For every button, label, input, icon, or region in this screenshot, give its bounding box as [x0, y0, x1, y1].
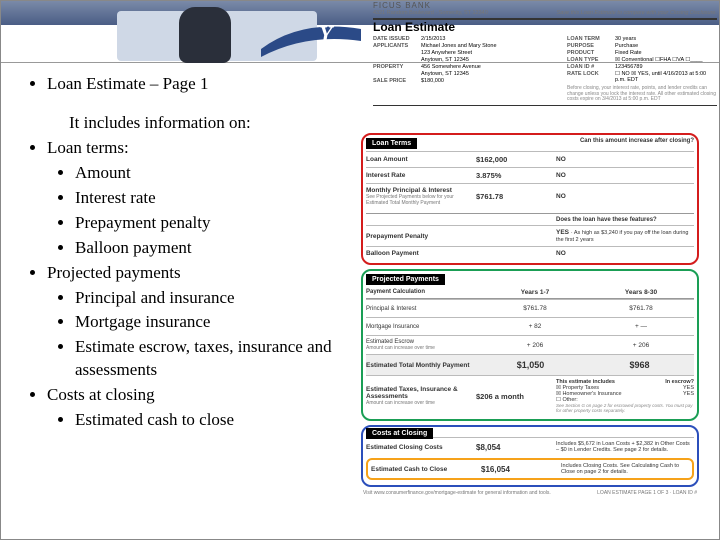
meta-row: DATE ISSUED2/15/2013 — [373, 36, 557, 42]
meta-row: LOAN TERM30 years — [567, 36, 717, 42]
projected-row: Mortgage Insurance+ 82+ — — [366, 317, 694, 335]
intro-line: It includes information on: — [25, 112, 361, 135]
list-item: Projected paymentsPrincipal and insuranc… — [47, 262, 361, 383]
loan-terms-box: Loan Terms Can this amount increase afte… — [361, 133, 699, 265]
list-subitem: Prepayment penalty — [75, 212, 361, 235]
list-subitem: Principal and insurance — [75, 287, 361, 310]
loan-terms-row: Prepayment PenaltyYES · As high as $3,24… — [366, 225, 694, 246]
meta-row: 123 Anywhere Street — [373, 50, 557, 56]
meta-row: PRODUCTFixed Rate — [567, 50, 717, 56]
costs-row: Estimated Closing Costs$8,054Includes $5… — [366, 437, 694, 456]
statue-silhouette — [179, 7, 231, 63]
projected-row: Principal & Interest$761.78$761.78 — [366, 299, 694, 317]
estimated-total-row: Estimated Total Monthly Payment $1,050 $… — [366, 354, 694, 375]
list-item: Costs at closingEstimated cash to close — [47, 384, 361, 432]
years-col-2: Years 8-30 — [588, 287, 694, 298]
projected-payments-box: Projected Payments Payment Calculation Y… — [361, 269, 699, 421]
loan-terms-row: Interest Rate3.875%NO — [366, 167, 694, 183]
costs-at-closing-box: Costs at Closing Estimated Closing Costs… — [361, 425, 699, 487]
payment-calc-label: Payment Calculation — [366, 287, 482, 298]
projected-tab: Projected Payments — [366, 274, 445, 285]
loan-terms-row: Balloon PaymentNO — [366, 246, 694, 260]
loan-terms-row: Loan Amount$162,000NO — [366, 151, 694, 167]
meta-row: PROPERTY456 Somewhere Avenue — [373, 64, 557, 70]
save-line: Save this Loan Estimate to compare with … — [557, 10, 718, 16]
bank-address: 4321 Random Boulevard · Somecity, ST 123… — [373, 10, 488, 16]
loan-terms-row: Monthly Principal & InterestSee Projecte… — [366, 183, 694, 209]
costs-tab: Costs at Closing — [366, 428, 433, 439]
list-subitem: Amount — [75, 162, 361, 185]
swoosh — [261, 19, 361, 59]
left-text-panel: Loan Estimate – Page 1 It includes infor… — [25, 71, 361, 496]
list-subitem: Interest rate — [75, 187, 361, 210]
projected-row: Estimated EscrowAmount can increase over… — [366, 335, 694, 354]
list-subitem: Estimate escrow, taxes, insurance and as… — [75, 336, 361, 382]
list-item: Loan terms:AmountInterest ratePrepayment… — [47, 137, 361, 260]
costs-row: Estimated Cash to Close$16,054Includes C… — [366, 458, 694, 480]
bank-name: FICUS BANK — [373, 1, 717, 10]
list-subitem: Estimated cash to close — [75, 409, 361, 432]
loan-terms-q2: Does the loan have these features? — [556, 217, 657, 223]
loan-estimate-title: Loan Estimate — [373, 20, 455, 34]
meta-row: LOAN ID #123456789 — [567, 64, 717, 70]
meta-row: PURPOSEPurchase — [567, 43, 717, 49]
statue-area: Y — [1, 1, 361, 63]
meta-row: Anytown, ST 12345 — [373, 57, 557, 63]
loan-terms-q1: Can this amount increase after closing? — [580, 138, 694, 149]
meta-row: APPLICANTSMichael Jones and Mary Stone — [373, 43, 557, 49]
logo-y: Y — [319, 21, 332, 47]
list-subitem: Mortgage insurance — [75, 311, 361, 334]
list-subitem: Balloon payment — [75, 237, 361, 260]
meta-row: LOAN TYPE☒ Conventional ☐FHA ☐VA ☐____ — [567, 57, 717, 63]
years-col-1: Years 1-7 — [482, 287, 588, 298]
loan-terms-tab: Loan Terms — [366, 138, 417, 149]
loan-estimate-form: Loan Terms Can this amount increase afte… — [361, 71, 705, 496]
escrow-summary-row: Estimated Taxes, Insurance & Assessments… — [366, 375, 694, 416]
page-title: Loan Estimate – Page 1 — [47, 73, 361, 96]
form-footer: Visit www.consumerfinance.gov/mortgage-e… — [361, 490, 699, 496]
